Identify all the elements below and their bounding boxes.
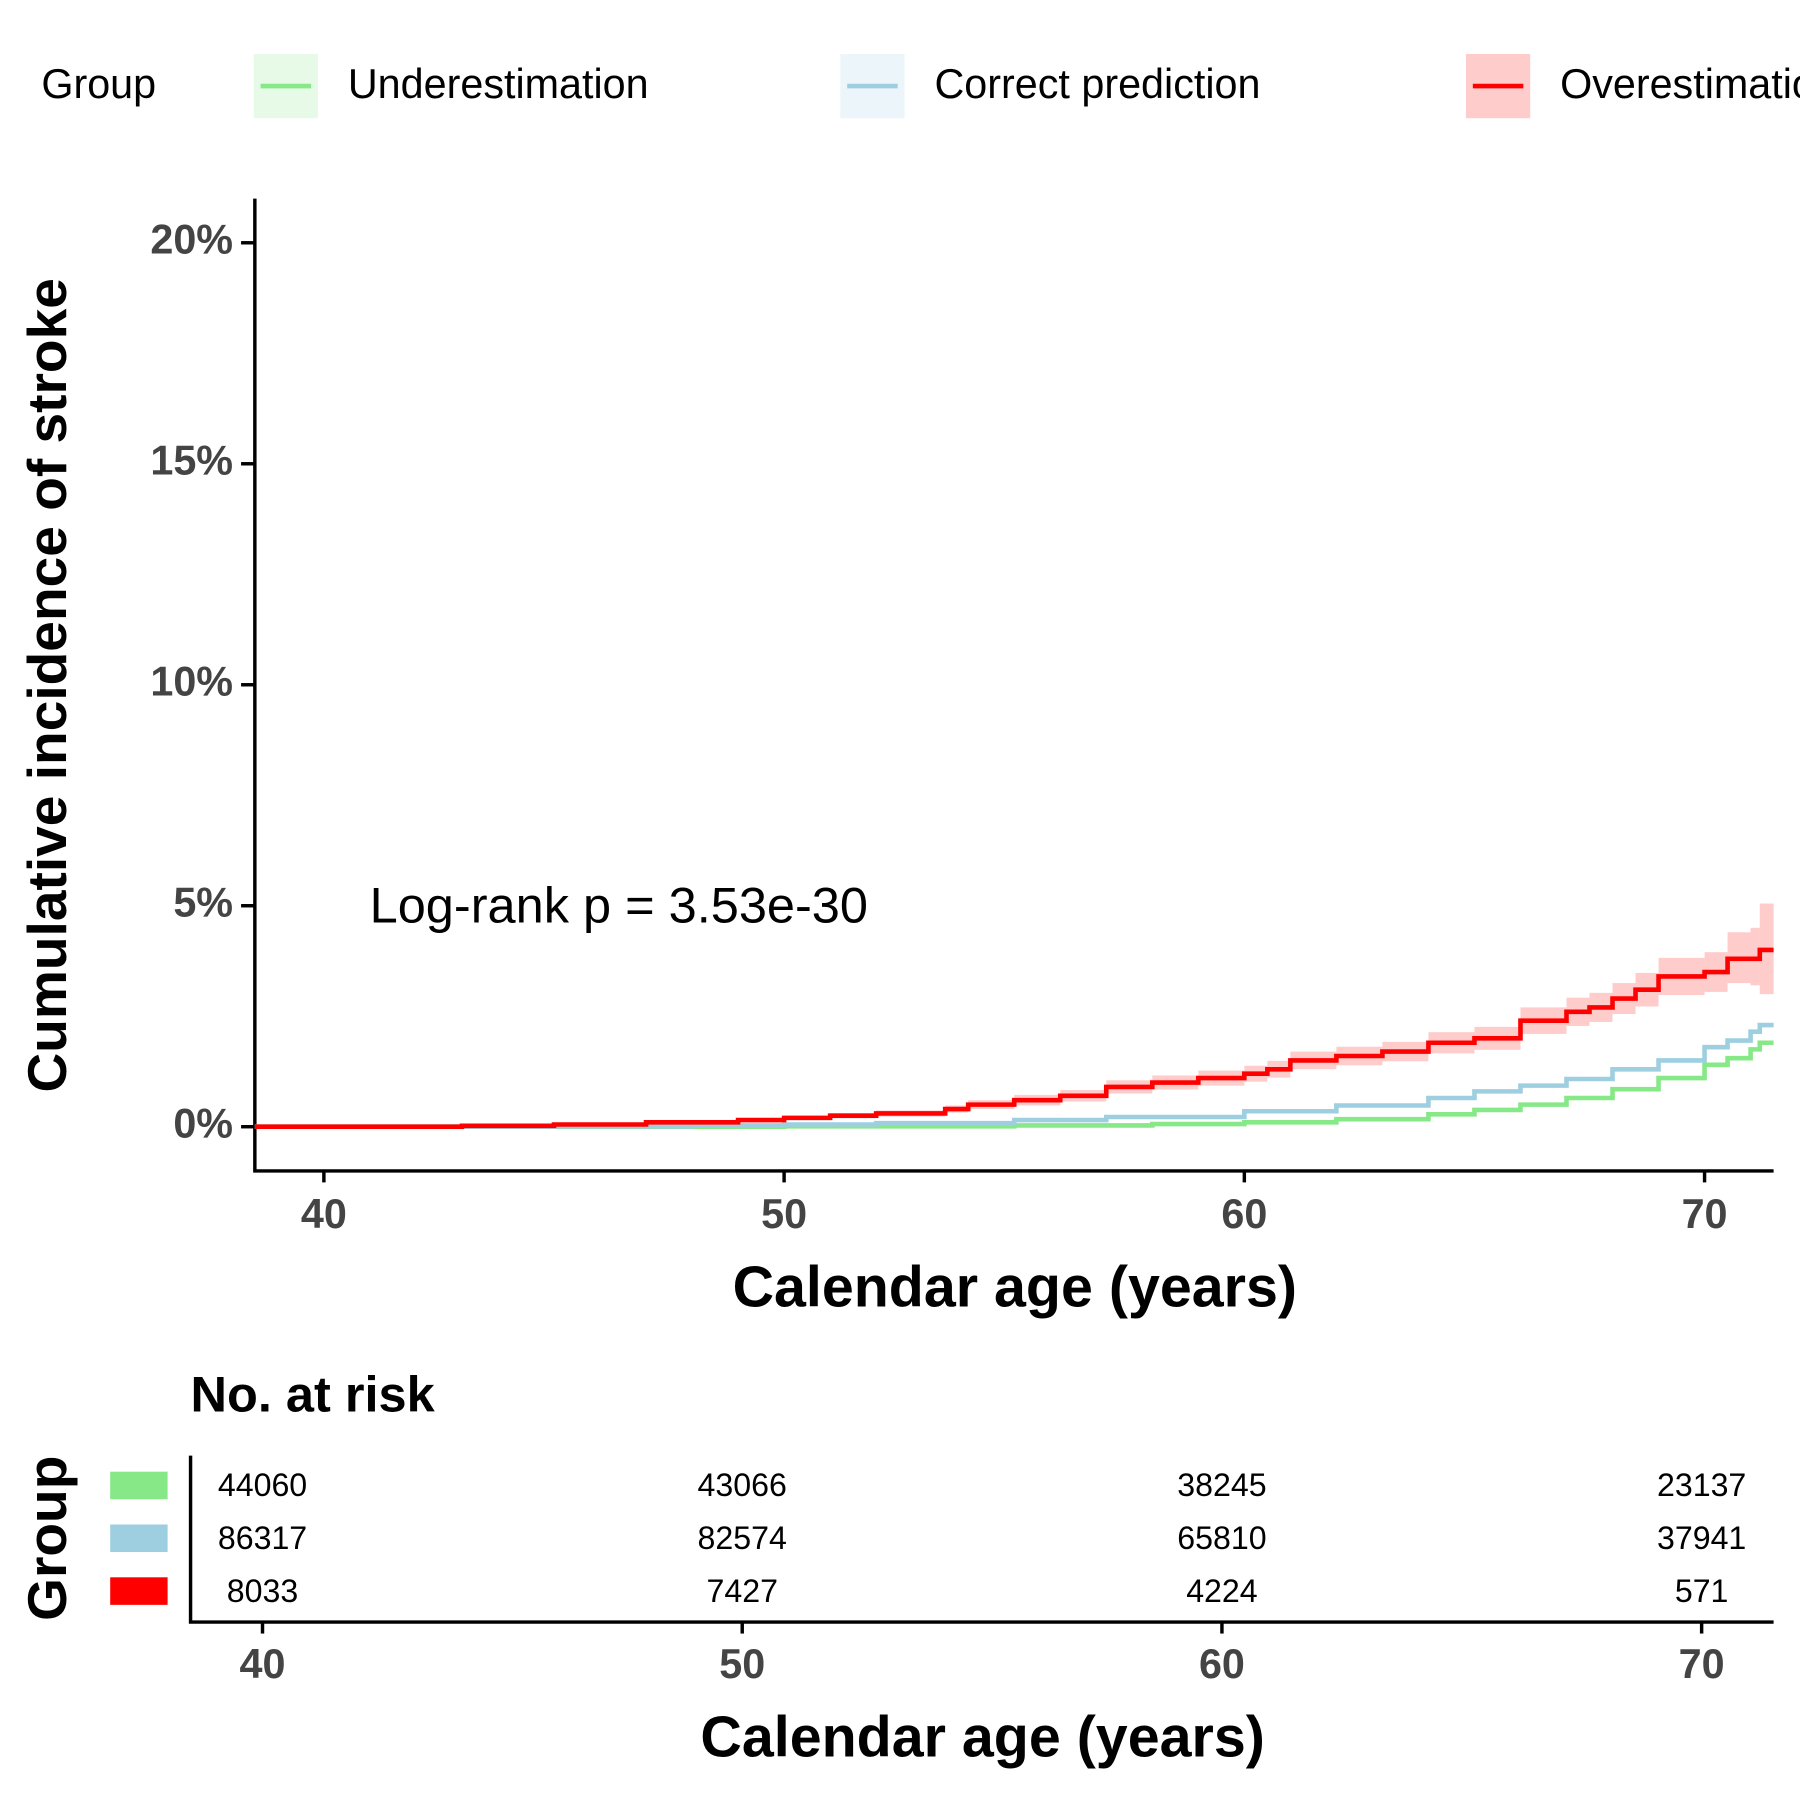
- y-tick-label: 10%: [150, 659, 233, 705]
- annotation: Log-rank p = 3.53e-30: [370, 877, 868, 934]
- legend-label: Correct prediction: [934, 61, 1260, 107]
- x-tick-label: 50: [761, 1191, 807, 1237]
- survival-line: [254, 1022, 1774, 1130]
- x-axis-label: Calendar age (years): [733, 1256, 1297, 1320]
- x-tick-label: 60: [1199, 1641, 1245, 1687]
- y-tick-label: 5%: [173, 880, 233, 926]
- survival-line: [254, 1040, 1774, 1130]
- x-tick-label: 40: [301, 1191, 347, 1237]
- at-risk-count: 23137: [1657, 1467, 1746, 1503]
- at-risk-count: 8033: [227, 1573, 298, 1609]
- at-risk-count: 86317: [218, 1520, 307, 1556]
- at-risk-count: 43066: [698, 1467, 787, 1503]
- at-risk-count: 4224: [1186, 1573, 1257, 1609]
- y-tick-label: 15%: [150, 438, 233, 484]
- x-tick-label: 70: [1679, 1641, 1725, 1687]
- x-tick-label: 50: [719, 1641, 765, 1687]
- at-risk-count: 82574: [698, 1520, 787, 1556]
- at-risk-count: 7427: [706, 1573, 777, 1609]
- row-swatch: [110, 1577, 168, 1605]
- risk-table-title: No. at risk: [191, 1366, 436, 1423]
- row-swatch: [110, 1524, 168, 1553]
- row-swatch: [110, 1471, 168, 1500]
- legend-label: Overestimation: [1560, 61, 1800, 107]
- legend-label: Underestimation: [348, 61, 649, 107]
- x-tick-label: 70: [1682, 1191, 1728, 1237]
- at-risk-count: 38245: [1177, 1467, 1266, 1503]
- risk-table-y-label: Group: [16, 1456, 78, 1621]
- risk-table-x-label: Calendar age (years): [700, 1706, 1264, 1770]
- x-tick-label: 60: [1221, 1191, 1267, 1237]
- at-risk-count: 571: [1675, 1573, 1729, 1609]
- x-tick-label: 40: [240, 1641, 286, 1687]
- risk-table-axis: [188, 1455, 1774, 1624]
- at-risk-count: 37941: [1657, 1520, 1746, 1556]
- y-axis-label: Cumulative incidence of stroke: [16, 278, 78, 1092]
- survival-line: [254, 947, 1774, 1130]
- y-tick-label: 0%: [173, 1101, 233, 1147]
- at-risk-count: 65810: [1177, 1520, 1266, 1556]
- legend-title: Group: [41, 61, 156, 107]
- at-risk-count: 44060: [218, 1467, 307, 1503]
- axis-line: [253, 198, 1774, 1173]
- y-tick-label: 20%: [150, 217, 233, 263]
